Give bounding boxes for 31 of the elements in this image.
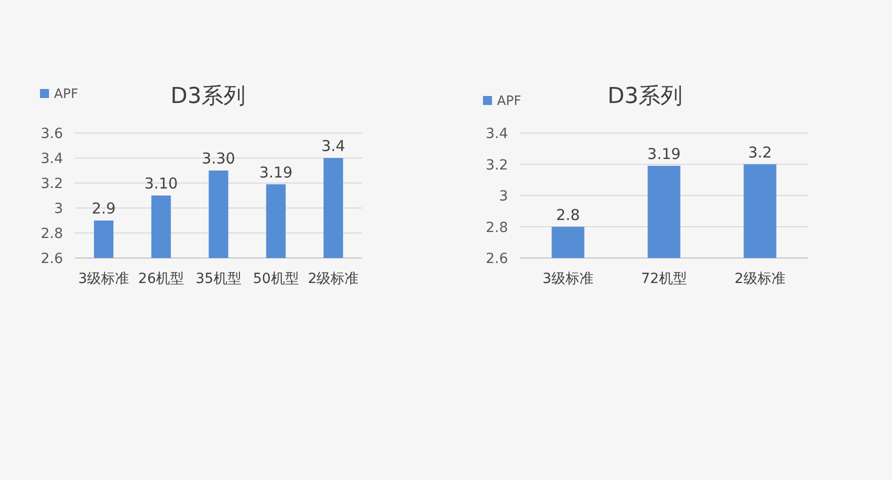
data-label: 3.4 xyxy=(321,137,346,155)
y-tick-label: 2.8 xyxy=(40,226,63,242)
x-tick-label: 3级标准 xyxy=(78,271,130,287)
data-label: 3.10 xyxy=(144,174,178,192)
chart-title: D3系列 xyxy=(170,84,246,109)
x-tick-label: 3级标准 xyxy=(542,271,594,287)
legend-label: APF xyxy=(497,94,522,109)
x-tick-label: 2级标准 xyxy=(734,271,786,287)
y-tick-label: 3.2 xyxy=(40,176,63,192)
y-tick-label: 3 xyxy=(499,188,508,204)
data-label: 3.30 xyxy=(202,150,236,168)
y-tick-label: 2.8 xyxy=(486,220,508,236)
data-label: 2.9 xyxy=(92,200,116,218)
y-tick-label: 2.6 xyxy=(486,251,508,267)
y-tick-label: 3 xyxy=(54,201,63,217)
x-tick-label: 50机型 xyxy=(252,271,299,287)
data-label: 2.8 xyxy=(556,206,580,224)
chart-title: D3系列 xyxy=(608,84,682,109)
y-tick-label: 3.2 xyxy=(486,157,508,174)
y-tick-label: 2.6 xyxy=(40,251,64,267)
y-tick-label: 3.4 xyxy=(486,126,508,142)
x-tick-label: 26机型 xyxy=(138,271,184,287)
y-tick-label: 3.4 xyxy=(40,151,64,167)
x-tick-label: 2级标准 xyxy=(308,271,359,287)
data-label: 3.19 xyxy=(647,144,681,163)
legend-label: APF xyxy=(54,87,78,102)
data-label: 3.2 xyxy=(748,143,772,162)
data-label: 3.19 xyxy=(259,163,293,182)
y-tick-label: 3.6 xyxy=(40,126,64,142)
x-tick-label: 35机型 xyxy=(196,271,242,287)
x-tick-label: 72机型 xyxy=(641,271,687,287)
